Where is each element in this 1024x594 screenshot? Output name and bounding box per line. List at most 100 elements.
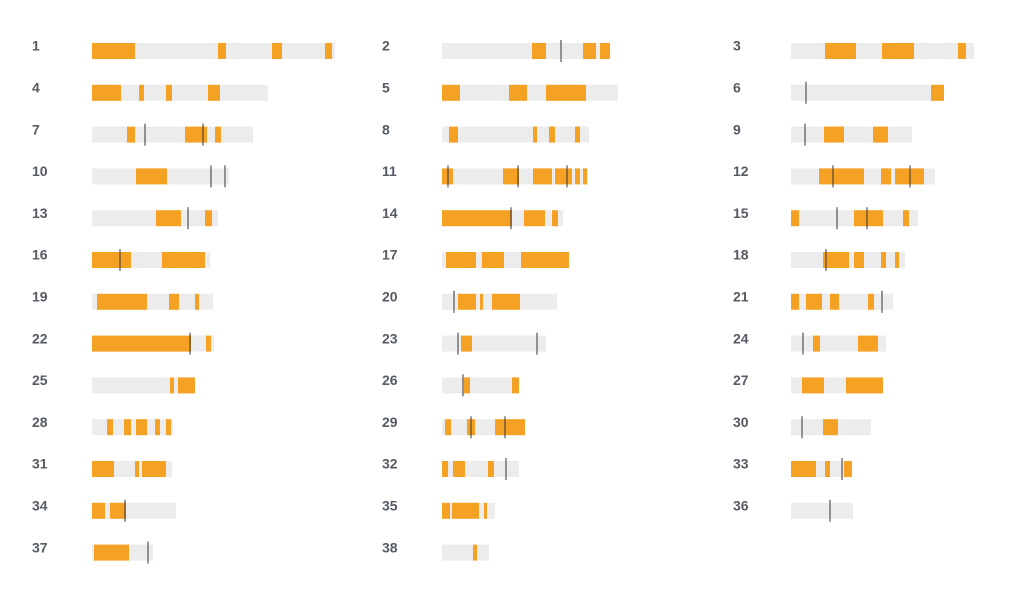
segment [124,419,131,436]
track-bar [442,126,589,143]
segment [92,461,114,477]
segment [503,168,519,185]
segment [205,210,212,227]
segment [819,168,864,185]
segment [97,293,147,310]
segment [846,377,883,394]
segment [135,461,139,477]
segment [94,544,129,561]
segment [215,126,221,143]
segment [139,84,144,101]
segment [532,43,546,59]
segment [555,168,572,185]
segment [442,210,512,227]
segment [512,377,519,394]
segment [445,419,451,436]
segment [208,84,220,101]
segment [903,210,909,227]
segment [136,419,147,436]
segment [107,419,113,436]
track-label: 2 [382,38,390,54]
track-label: 18 [733,247,749,263]
track-label: 7 [32,121,40,137]
track-label: 12 [733,163,749,179]
segment [873,126,888,143]
segment [449,126,458,143]
segment [446,252,476,268]
segment [895,252,899,268]
segment [218,43,226,59]
segment [882,43,914,59]
segment [185,126,207,143]
segment [881,252,886,268]
segment [575,126,580,143]
track-label: 16 [32,247,48,263]
segment [791,293,799,310]
track-label: 10 [32,163,48,179]
track-bar [791,126,912,143]
segment [142,461,166,477]
segment [823,419,838,436]
segment [272,43,282,59]
track-label: 26 [382,372,398,388]
segment [442,502,450,519]
segment [806,293,822,310]
segment [488,461,494,477]
segment [442,461,448,477]
segment [92,84,121,101]
track-bar [92,126,253,143]
track-label: 37 [32,539,48,555]
track-bar [442,544,489,561]
segment [169,293,179,310]
track-bar [442,84,618,101]
track-label: 34 [32,498,48,514]
track-label: 25 [32,372,48,388]
segment [464,377,470,394]
segment [136,168,167,185]
track-label: 28 [32,414,48,430]
segment [495,419,525,436]
track-label: 5 [382,80,390,96]
track-label: 20 [382,289,398,305]
track-label: 9 [733,121,741,137]
track-label: 29 [382,414,398,430]
track-label: 22 [32,330,48,346]
track-label: 3 [733,38,741,54]
segment [881,168,891,185]
segment [533,126,537,143]
segment [552,210,558,227]
track-label: 32 [382,456,398,472]
segment [127,126,135,143]
segment [92,502,105,519]
segment [92,43,135,59]
segment [854,210,883,227]
segment [823,252,849,268]
segment [484,502,487,519]
segment [813,335,820,352]
segment [110,502,126,519]
track-label: 4 [32,80,40,96]
segment [931,84,944,101]
track-label: 38 [382,539,398,555]
segment [442,84,460,101]
track-label: 19 [32,289,48,305]
segment [583,43,596,59]
segment [858,335,878,352]
segment [461,335,472,352]
segment [178,377,195,394]
track-bar [92,84,268,101]
track-label: 11 [382,163,397,179]
track-label: 31 [32,456,48,472]
segment [155,419,160,436]
track-label: 14 [382,205,398,221]
segment [166,84,172,101]
segment [453,461,465,477]
segment [166,419,171,436]
segment [791,461,816,477]
segment [830,293,839,310]
segment [958,43,966,59]
segment [458,293,476,310]
track-bar [442,377,519,394]
track-label: 6 [733,80,741,96]
